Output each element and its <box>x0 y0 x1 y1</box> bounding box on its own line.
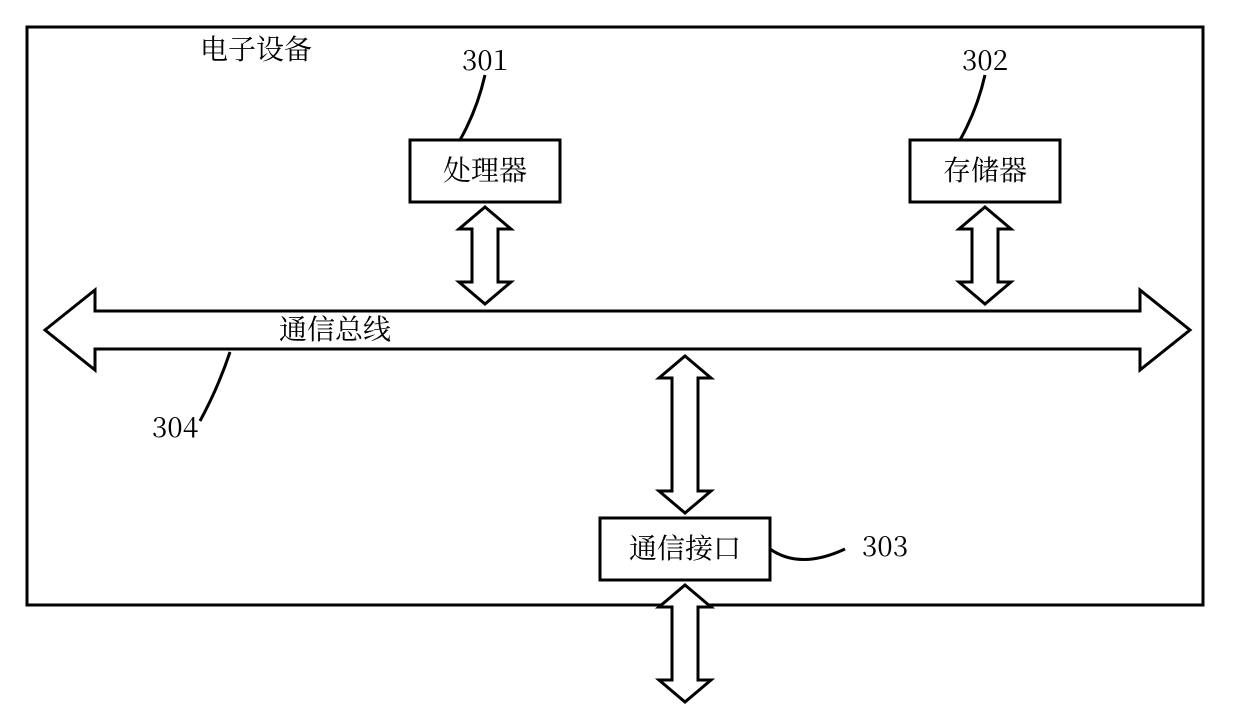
interface-ref-label: 303 <box>862 525 908 565</box>
bus-ref-label: 304 <box>152 406 198 446</box>
arrow-interface-external <box>659 585 711 702</box>
processor-label: 处理器 <box>443 149 527 189</box>
bus-label: 通信总线 <box>279 308 391 348</box>
interface-label: 通信接口 <box>629 527 741 567</box>
processor-ref-label: 301 <box>462 39 508 79</box>
device-title: 电子设备 <box>200 28 312 68</box>
memory-label: 存储器 <box>943 149 1027 189</box>
memory-ref-label: 302 <box>962 39 1008 79</box>
